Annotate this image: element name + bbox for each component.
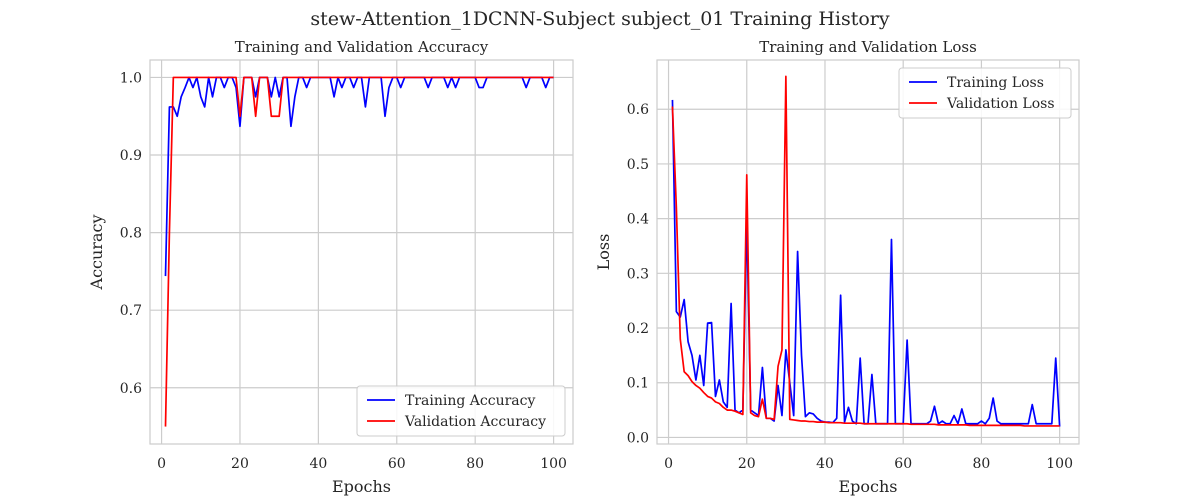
x-tick-label: 100 [540, 456, 567, 472]
loss-series-line-validation [671, 75, 1060, 427]
y-tick-label: 0.6 [120, 381, 142, 397]
y-tick-label: 0.1 [627, 376, 649, 392]
accuracy-legend: Training Accuracy Validation Accuracy [356, 385, 566, 437]
y-tick-label: 0.7 [120, 303, 142, 319]
loss-axes-frame [656, 59, 1080, 445]
x-tick-label: 60 [388, 456, 406, 472]
y-tick-label: 0.2 [627, 321, 649, 337]
legend-entry: Training Accuracy [405, 393, 535, 409]
x-tick-label: 40 [309, 456, 327, 472]
loss-y-axis-label: Loss [594, 234, 613, 271]
accuracy-y-axis-label: Accuracy [87, 215, 106, 291]
legend-entry: Validation Loss [946, 96, 1055, 112]
y-tick-label: 1.0 [120, 70, 142, 86]
accuracy-panel: 0 20 40 60 80 100 0.6 0.7 0.8 0.9 1.0 Training and … [87, 38, 574, 496]
x-tick-label: 0 [664, 456, 673, 472]
x-tick-label: 80 [466, 456, 484, 472]
loss-panel: 0 20 40 60 80 100 0.0 0.1 0.2 0.3 0.4 0.5 0.6 Trainin… [594, 38, 1080, 496]
loss-legend: Training Loss Validation Loss [898, 67, 1072, 119]
loss-chart-title: Training and Validation Loss [759, 38, 977, 56]
x-tick-label: 80 [973, 456, 991, 472]
x-tick-label: 0 [157, 456, 166, 472]
legend-box [356, 385, 566, 437]
x-tick-label: 60 [894, 456, 912, 472]
accuracy-chart-title: Training and Validation Accuracy [235, 38, 489, 56]
y-tick-label: 0.0 [627, 430, 649, 446]
legend-entry: Training Loss [947, 75, 1044, 91]
accuracy-x-axis-label: Epochs [332, 477, 391, 496]
y-tick-label: 0.5 [627, 157, 649, 173]
legend-entry: Validation Accuracy [404, 414, 546, 430]
x-tick-label: 100 [1046, 456, 1073, 472]
legend-box [898, 67, 1072, 119]
figure-suptitle: stew-Attention_1DCNN-Subject subject_01 … [310, 8, 889, 30]
x-tick-label: 20 [231, 456, 249, 472]
y-tick-label: 0.8 [120, 226, 142, 242]
loss-x-axis-label: Epochs [838, 477, 897, 496]
accuracy-axes-frame [149, 59, 574, 445]
x-tick-label: 20 [738, 456, 756, 472]
y-tick-label: 0.4 [627, 212, 649, 228]
y-tick-label: 0.9 [120, 148, 142, 164]
accuracy-series-line-validation [164, 76, 554, 427]
x-tick-label: 40 [816, 456, 834, 472]
y-tick-label: 0.3 [627, 266, 649, 282]
y-tick-label: 0.6 [627, 102, 649, 118]
